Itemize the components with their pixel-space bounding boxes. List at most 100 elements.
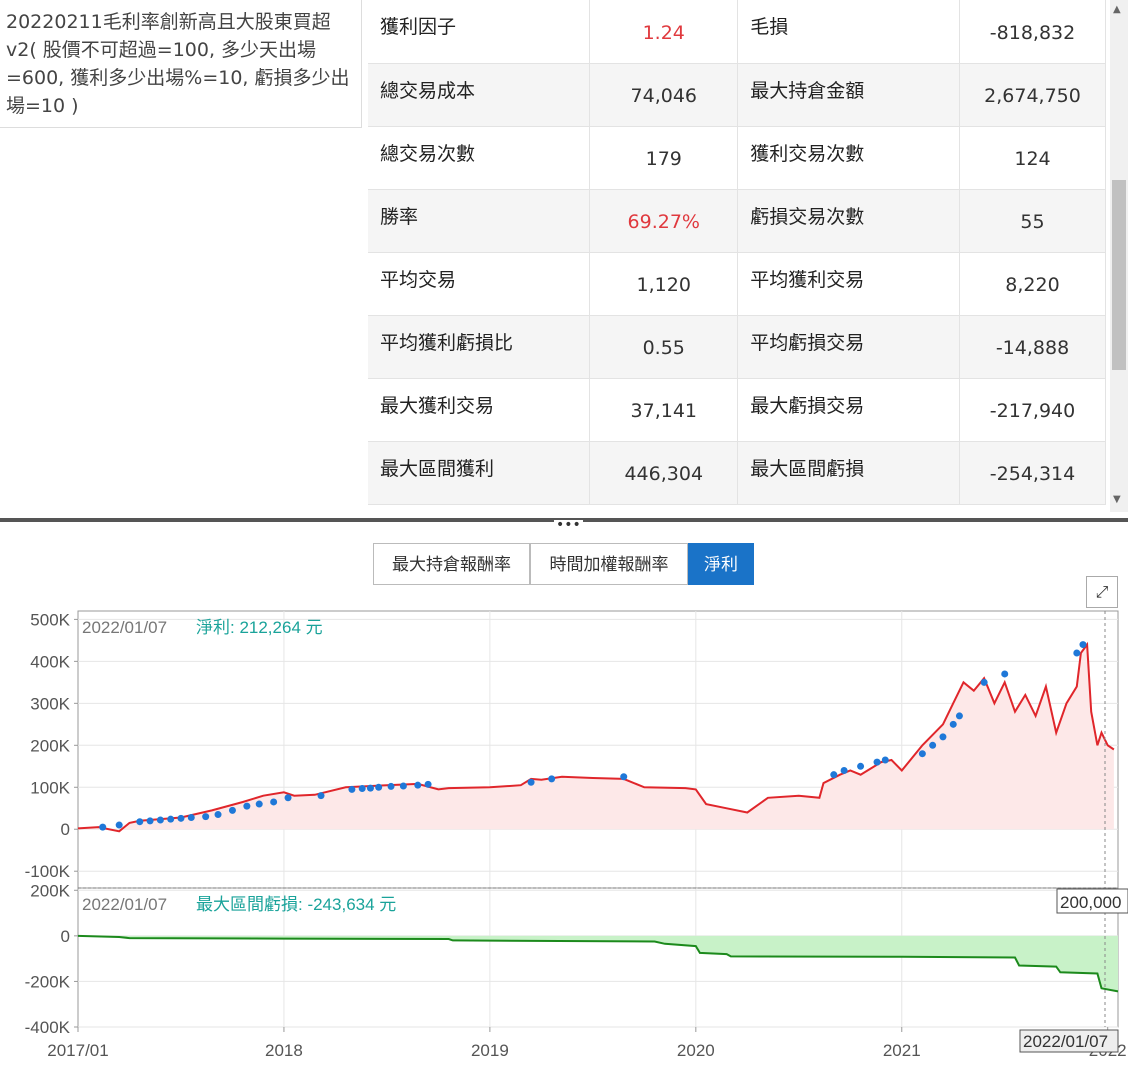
new-high-marker <box>949 720 957 728</box>
new-high-marker <box>243 802 251 810</box>
new-high-marker <box>99 823 107 831</box>
new-high-marker <box>527 778 535 786</box>
new-high-marker <box>918 750 926 758</box>
stat-label: 最大獲利交易 <box>368 378 591 442</box>
stat-value: 446,304 <box>589 441 739 505</box>
xtick-label: 2017/01 <box>47 1041 108 1060</box>
new-high-marker <box>187 813 195 821</box>
drawdown-ytick-label: 0 <box>61 927 70 946</box>
net-profit-readout-value: 淨利: 212,264 元 <box>196 618 323 637</box>
stats-row: 平均交易 1,120 平均獲利交易 8,220 <box>368 252 1106 316</box>
new-high-marker <box>366 784 374 792</box>
new-high-marker <box>881 756 889 764</box>
net-profit-chart: 500K 400K 300K 200K 100K 0 -100K 2022/01/07 淨利: … <box>25 610 1128 1060</box>
stats-row: 最大區間獲利 446,304 最大區間虧損 -254,314 <box>368 441 1106 505</box>
scroll-down-icon[interactable]: ▼ <box>1113 494 1121 505</box>
net-profit-series-line <box>77 641 1115 833</box>
stat-label: 平均虧損交易 <box>737 315 961 379</box>
drawdown-ytick-label: 200K <box>30 881 70 900</box>
xtick-label: 2021 <box>883 1041 921 1060</box>
tab-max-position-return[interactable]: 最大持倉報酬率 <box>373 543 530 585</box>
stat-label: 最大虧損交易 <box>737 378 961 442</box>
new-high-marker <box>375 783 383 791</box>
stats-row: 總交易成本 74,046 最大持倉金額 2,674,750 <box>368 63 1106 127</box>
fullscreen-expand-icon[interactable]: ⤢ <box>1086 576 1118 608</box>
stats-row: 勝率 69.27% 虧損交易次數 55 <box>368 189 1106 253</box>
stat-label: 平均獲利虧損比 <box>368 315 591 379</box>
stats-row: 總交易次數 179 獲利交易次數 124 <box>368 126 1106 190</box>
new-high-marker <box>228 806 236 814</box>
stats-scrollbar[interactable]: ▲ ▼ <box>1110 0 1128 512</box>
new-high-marker <box>980 678 988 686</box>
tab-time-weighted-return[interactable]: 時間加權報酬率 <box>530 543 688 585</box>
new-high-marker <box>1073 649 1081 657</box>
stat-label: 獲利因子 <box>368 0 591 64</box>
stats-row: 平均獲利虧損比 0.55 平均虧損交易 -14,888 <box>368 315 1106 379</box>
new-high-marker <box>1001 670 1009 678</box>
net-profit-ytick-label: 500K <box>30 610 70 629</box>
net-profit-ytick-label: 200K <box>30 736 70 755</box>
new-high-marker <box>177 814 185 822</box>
stat-value: -254,314 <box>959 441 1106 505</box>
new-high-marker <box>1079 641 1087 649</box>
stat-label: 總交易次數 <box>368 126 591 190</box>
stat-value: 0.55 <box>589 315 739 379</box>
xtick-label: 2019 <box>471 1041 509 1060</box>
new-high-marker <box>146 817 154 825</box>
cursor-date-label: 2022/01/07 <box>1023 1032 1108 1051</box>
new-high-marker <box>399 782 407 790</box>
stat-label: 獲利交易次數 <box>737 126 961 190</box>
stat-value: -14,888 <box>959 315 1106 379</box>
stat-label: 平均交易 <box>368 252 591 316</box>
net-profit-readout-date: 2022/01/07 <box>82 618 167 637</box>
scroll-thumb[interactable] <box>1112 180 1126 370</box>
stat-label: 勝率 <box>368 189 591 253</box>
net-profit-area <box>78 644 1114 832</box>
side-value-box <box>1056 888 1128 914</box>
new-high-marker <box>414 781 422 789</box>
new-high-marker <box>348 785 356 793</box>
new-high-marker <box>156 816 164 824</box>
new-high-marker <box>115 821 123 829</box>
stat-value: -217,940 <box>959 378 1106 442</box>
drawdown-series-line <box>77 934 1119 993</box>
tab-net-profit[interactable]: 淨利 <box>688 543 754 585</box>
stat-value: 1.24 <box>589 0 739 64</box>
stat-label: 虧損交易次數 <box>737 189 961 253</box>
new-high-marker <box>840 766 848 774</box>
new-high-marker <box>167 815 175 823</box>
stat-value: 55 <box>959 189 1106 253</box>
stats-row: 最大獲利交易 37,141 最大虧損交易 -217,940 <box>368 378 1106 442</box>
stat-value: -818,832 <box>959 0 1106 64</box>
stat-label: 最大持倉金額 <box>737 63 961 127</box>
new-high-marker <box>548 775 556 783</box>
new-high-marker <box>873 758 881 766</box>
new-high-marker <box>358 785 366 793</box>
new-high-marker <box>284 794 292 802</box>
new-high-marker <box>424 780 432 788</box>
stat-label: 毛損 <box>737 0 961 64</box>
stat-value: 124 <box>959 126 1106 190</box>
stats-table-container: 獲利因子 1.24 毛損 -818,832 總交易成本 74,046 最大持倉金額 2,674… <box>368 0 1106 512</box>
stat-label: 平均獲利交易 <box>737 252 961 316</box>
stats-row: 獲利因子 1.24 毛損 -818,832 <box>368 0 1106 64</box>
scroll-up-icon[interactable]: ▲ <box>1113 4 1121 15</box>
drawdown-readout-value: 最大區間虧損: -243,634 元 <box>196 895 396 914</box>
new-high-marker <box>387 782 395 790</box>
splitter-handle-icon[interactable]: ••• <box>554 517 583 533</box>
new-high-marker <box>857 762 865 770</box>
new-high-marker <box>214 811 222 819</box>
side-value-label: 200,000 <box>1060 893 1121 912</box>
drawdown-readout-date: 2022/01/07 <box>82 895 167 914</box>
new-high-marker <box>955 712 963 720</box>
stat-label: 總交易成本 <box>368 63 591 127</box>
new-high-marker <box>136 818 144 826</box>
xtick-label: 2018 <box>265 1041 303 1060</box>
net-profit-ytick-label: -100K <box>25 862 71 881</box>
stats-table: 獲利因子 1.24 毛損 -818,832 總交易成本 74,046 最大持倉金額 2,674… <box>368 0 1106 505</box>
new-high-marker <box>202 813 210 821</box>
drawdown-ytick-label: -200K <box>25 972 71 991</box>
xtick-label: 2020 <box>677 1041 715 1060</box>
stat-value: 1,120 <box>589 252 739 316</box>
net-profit-ytick-label: 0 <box>61 820 70 839</box>
